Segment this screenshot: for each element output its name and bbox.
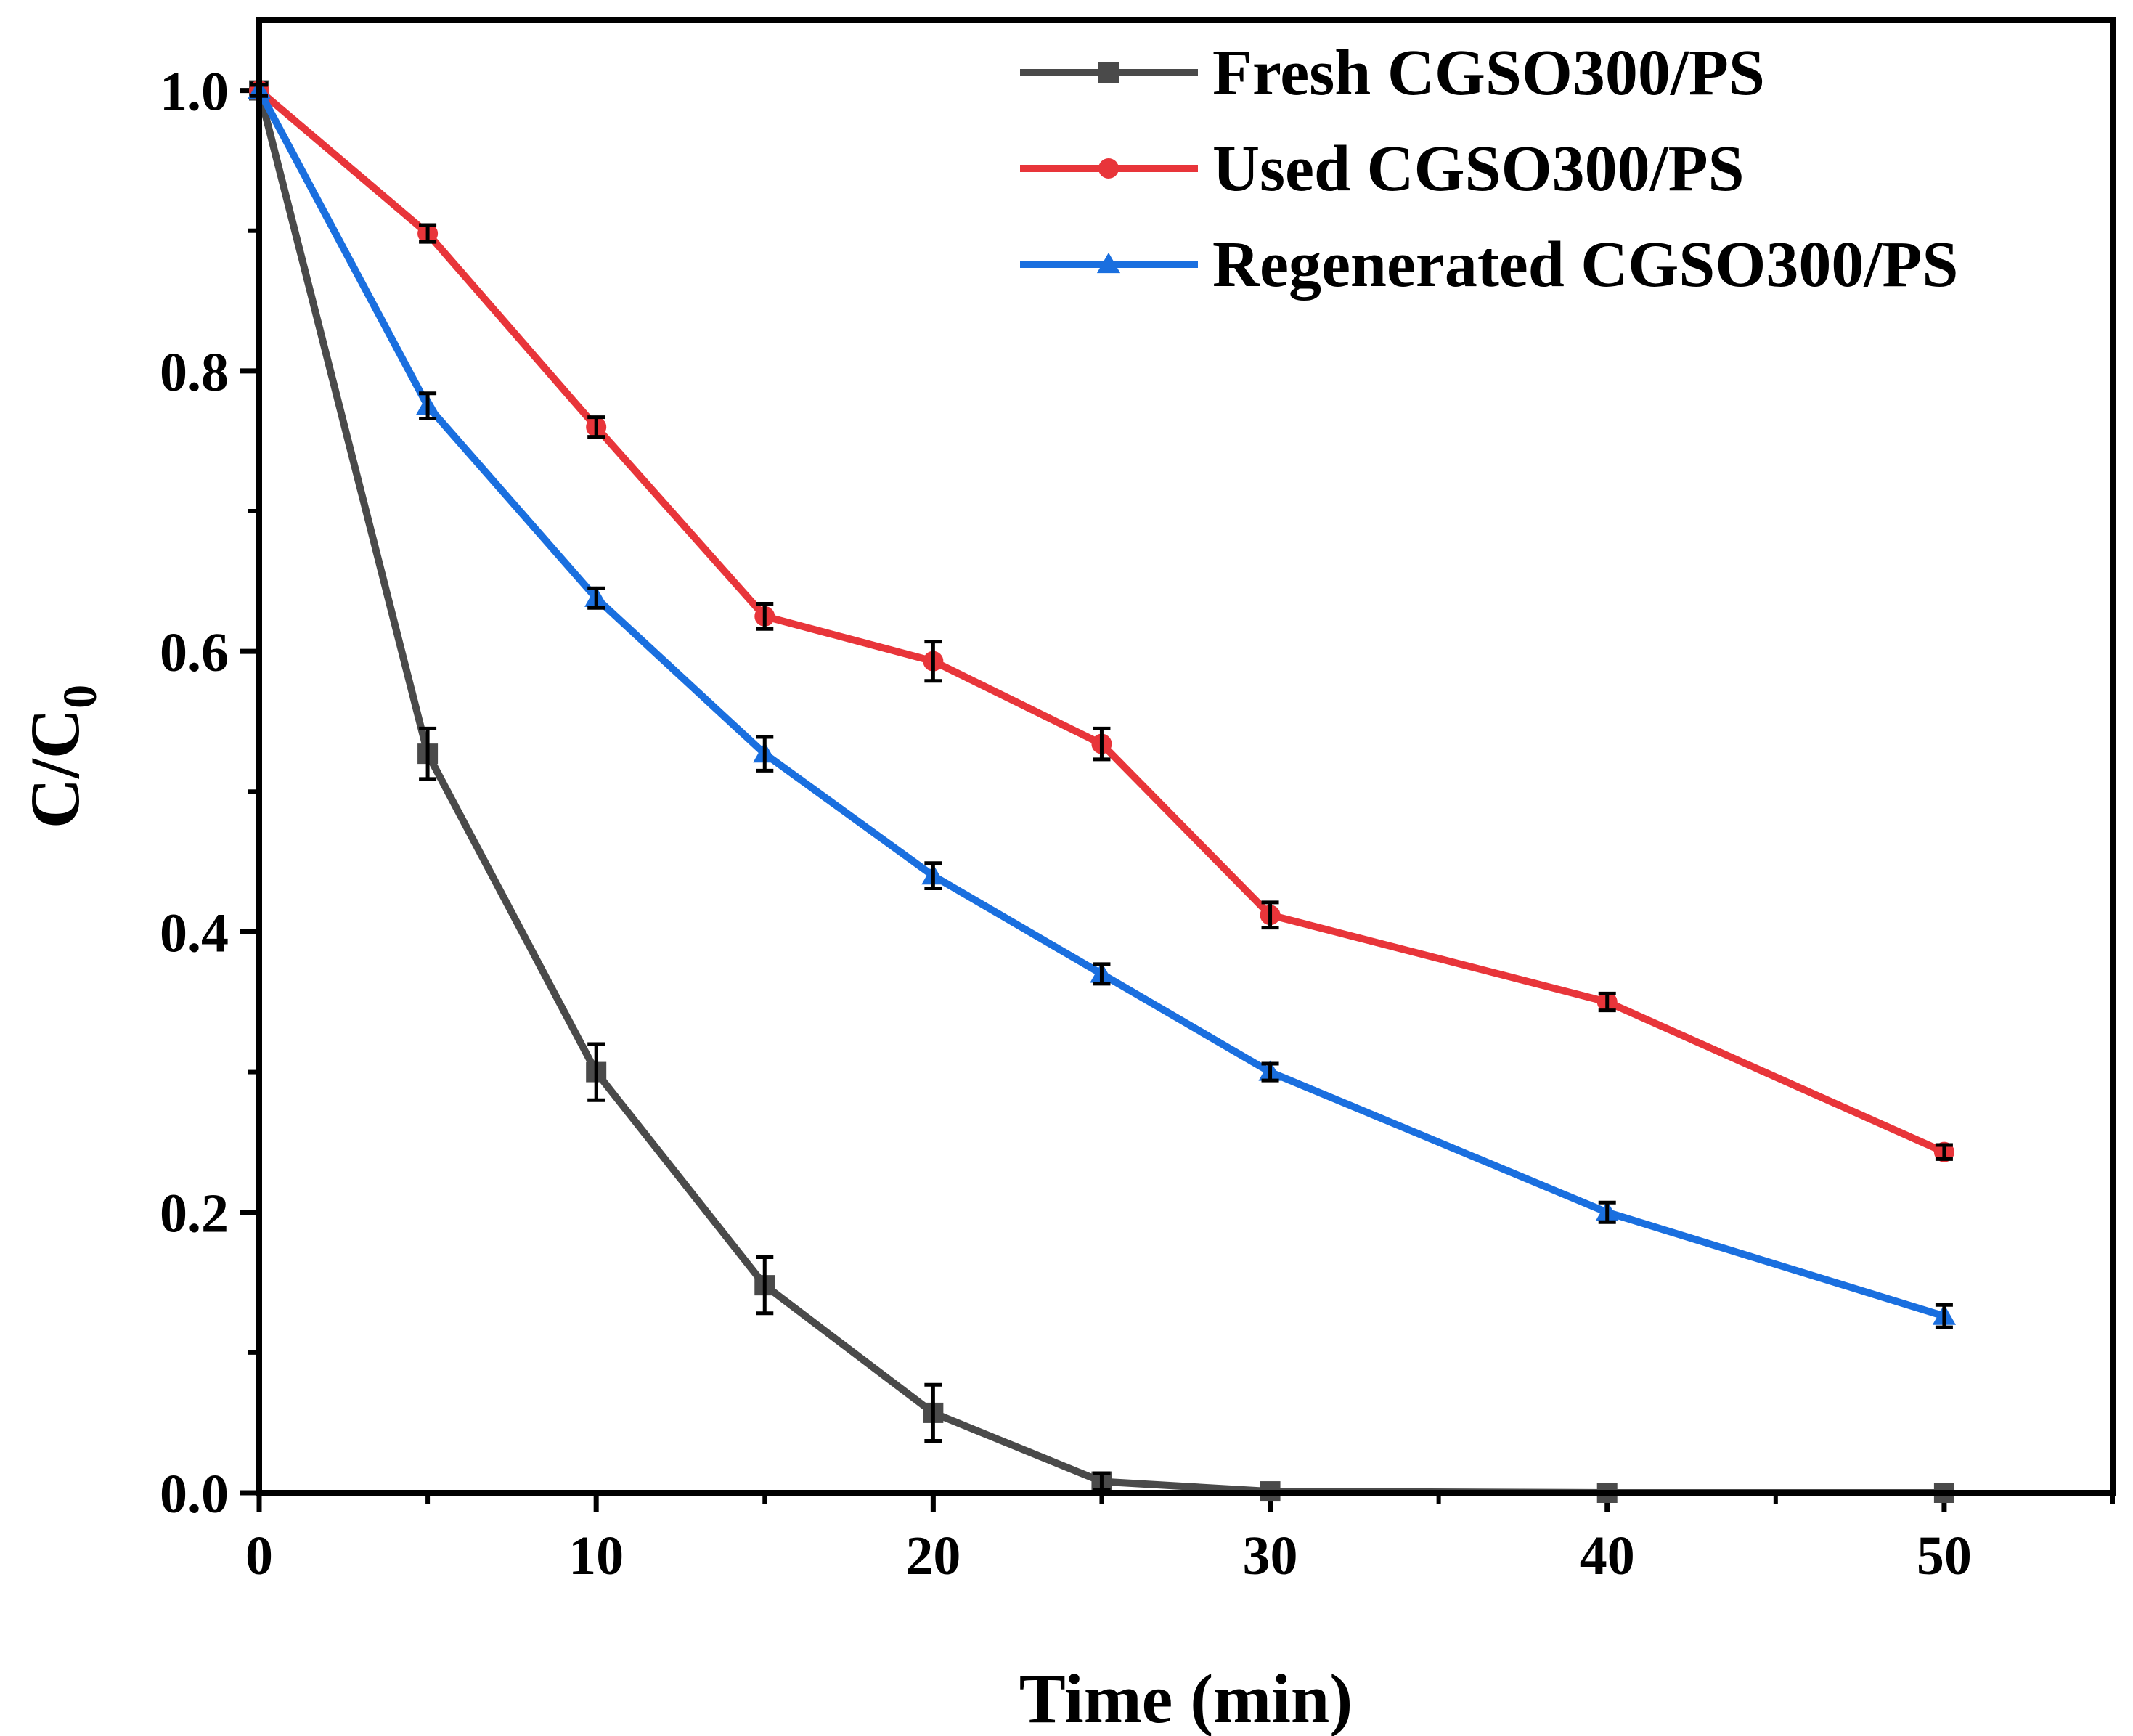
error-bar bbox=[1093, 962, 1111, 986]
legend-marker bbox=[1096, 252, 1121, 274]
error-bar bbox=[924, 861, 942, 891]
plot-frame bbox=[256, 17, 2116, 1496]
error-bar bbox=[756, 735, 774, 773]
error-bar bbox=[419, 223, 437, 244]
legend-label: Used CGSO300/PS bbox=[1212, 133, 1745, 205]
y-tick-label: 0.8 bbox=[160, 342, 229, 403]
legend: Fresh CGSO300/PS Used CGSO300/PS Regenerat… bbox=[1020, 37, 1958, 301]
error-bar bbox=[756, 1255, 774, 1316]
x-tick-label: 20 bbox=[905, 1525, 961, 1586]
legend-label: Regenerated CGSO300/PS bbox=[1212, 229, 1958, 301]
y-tick-label: 1.0 bbox=[160, 62, 229, 123]
error-bar bbox=[419, 391, 437, 421]
error-bar bbox=[924, 640, 942, 683]
legend-label: Fresh CGSO300/PS bbox=[1212, 37, 1765, 109]
x-tick-label: 10 bbox=[568, 1525, 624, 1586]
x-tick-label: 50 bbox=[1917, 1525, 1972, 1586]
legend-item: Regenerated CGSO300/PS bbox=[1020, 229, 1958, 301]
x-tick-label: 40 bbox=[1580, 1525, 1635, 1586]
y-tick-label: 0.0 bbox=[160, 1464, 229, 1525]
error-bar bbox=[587, 586, 605, 610]
error-bar bbox=[587, 1042, 605, 1102]
error-bar bbox=[1261, 1061, 1279, 1083]
legend-item: Fresh CGSO300/PS bbox=[1020, 37, 1765, 109]
legend-marker bbox=[1098, 158, 1119, 179]
error-bar bbox=[756, 601, 774, 631]
x-tick-label: 30 bbox=[1243, 1525, 1298, 1586]
error-bar bbox=[1935, 1303, 1953, 1329]
y-tick-label: 0.2 bbox=[160, 1183, 229, 1244]
error-bar bbox=[587, 415, 605, 439]
y-tick-label: 0.6 bbox=[160, 622, 229, 683]
y-axis-title-main: C/C bbox=[16, 709, 94, 828]
y-axis-title-subscript: 0 bbox=[54, 685, 107, 709]
legend-item: Used CGSO300/PS bbox=[1020, 133, 1745, 205]
y-tick-label: 0.4 bbox=[160, 902, 229, 963]
error-bar bbox=[419, 726, 437, 781]
series-2 bbox=[247, 78, 1957, 1329]
y-axis-title: C/C0 bbox=[16, 685, 107, 828]
error-bar bbox=[924, 1382, 942, 1443]
series-1 bbox=[249, 80, 1954, 1162]
x-axis-title: Time (min) bbox=[1019, 1660, 1353, 1736]
error-bar bbox=[1093, 726, 1111, 762]
legend-marker bbox=[1098, 62, 1119, 83]
error-bar bbox=[1598, 991, 1616, 1013]
error-bar bbox=[1598, 1200, 1616, 1224]
plot-series bbox=[247, 78, 1957, 1503]
error-bar bbox=[1935, 1143, 1953, 1161]
axes: 0 10 20 30 40 50 0.0 0.2 0.4 0.6 0.8 1.0 bbox=[160, 62, 2115, 1586]
x-tick-label: 0 bbox=[245, 1525, 273, 1586]
error-bar bbox=[1261, 900, 1279, 930]
